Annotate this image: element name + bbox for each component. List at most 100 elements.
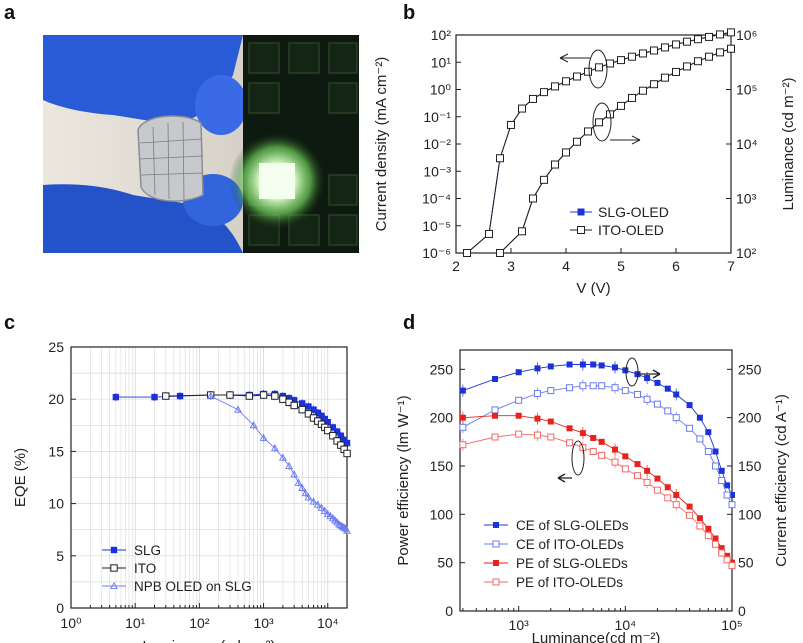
chart-b-xtick-label: 5	[617, 258, 625, 274]
chart-c-ylabel: EQE (%)	[12, 448, 29, 507]
chart-b-xtick-label: 6	[672, 258, 680, 274]
chart-b-point	[507, 120, 515, 129]
chart-b-point	[716, 48, 724, 57]
chart-d-point	[653, 486, 661, 494]
chart-b-right-axis-arrow	[610, 135, 641, 145]
chart-d-point	[654, 379, 661, 386]
chart-b-point	[562, 148, 570, 157]
chart-d-ytick-label: 200	[430, 410, 454, 426]
chart-d-point	[653, 400, 661, 408]
chart-d-point	[644, 375, 651, 382]
chart-b-xlabel: V (V)	[576, 280, 610, 297]
glove-lower-finger	[43, 184, 243, 253]
chart-d-point	[723, 556, 731, 564]
chart-b-point	[496, 154, 504, 163]
chart-d-point	[515, 412, 522, 419]
chart-d-point	[718, 549, 726, 557]
chart-b-point	[584, 127, 592, 136]
chart-d-ytick-label: 250	[430, 361, 454, 377]
chart-c-point	[301, 489, 310, 497]
chart-c-ytick-label: 20	[48, 391, 64, 407]
chart-d-point	[696, 515, 703, 522]
chart-b-point	[683, 37, 691, 46]
chart-d-point	[611, 458, 619, 466]
chart-b-point	[727, 44, 735, 53]
chart-c-ytick-label: 10	[48, 496, 64, 512]
chart-b-legend-label: SLG-OLED	[598, 204, 669, 220]
chart-d-point	[696, 414, 703, 421]
chart-c-point	[290, 401, 298, 410]
chart-c-xtick-label: 10¹	[125, 615, 146, 631]
chart-d-point	[547, 433, 555, 441]
chart-c-xtick-label: 10⁰	[60, 615, 82, 631]
chart-b-legend-marker	[577, 226, 585, 234]
chart-b-point	[595, 63, 603, 72]
chart-b-point	[540, 175, 548, 184]
chart-c-xtick-label: 10³	[253, 615, 274, 631]
chart-d-point	[711, 540, 719, 548]
chart-b-ytick-label: 10¹	[431, 54, 452, 70]
chart-d-point	[705, 525, 712, 532]
chart-d-y2tick-label: 250	[738, 361, 762, 377]
chart-c-point	[298, 405, 306, 414]
chart-d-y2tick-label: 200	[738, 410, 762, 426]
chart-d-point	[664, 385, 671, 392]
chart-c-point	[304, 493, 313, 501]
chart-d-legend-marker	[492, 540, 500, 548]
chart-b-point	[628, 93, 636, 102]
chart-b-point	[672, 67, 680, 76]
chart-c-point	[333, 428, 341, 435]
chart-c-point	[324, 418, 331, 426]
chart-c-frame	[70, 346, 348, 609]
chart-d-y2tick-label: 100	[738, 506, 762, 522]
chart-c-legend-marker	[110, 546, 118, 554]
chart-d-point	[705, 429, 712, 436]
chart-d-point	[704, 532, 712, 540]
chart-d-point	[686, 424, 694, 432]
chart-d-point	[611, 384, 619, 392]
chart-d-point	[728, 501, 736, 509]
chart-d-point	[711, 462, 719, 470]
chart-b-ytick-label: 10⁰	[430, 82, 452, 98]
chart-d-point	[459, 414, 466, 421]
chart-b-point	[694, 57, 702, 66]
chart-b-y2tick-label: 10⁶	[736, 27, 757, 43]
chart-d-point	[672, 501, 680, 509]
chart-d-xlabel: Luminance(cd m⁻²)	[532, 630, 661, 643]
chart-d-point	[579, 382, 587, 390]
chart-c-point	[285, 461, 294, 470]
chart-c-point	[313, 500, 322, 508]
chart-c-point	[279, 395, 287, 403]
chart-c-point	[299, 400, 306, 407]
chart-b-ytick-label: 10⁻⁴	[422, 191, 451, 207]
chart-c-point	[298, 483, 307, 491]
chart-d-point	[459, 441, 467, 449]
chart-c-point	[226, 391, 234, 399]
chart-d-point	[728, 562, 736, 570]
chart-c-point	[305, 403, 312, 410]
chart-b-point	[705, 52, 713, 61]
chart-d-y2tick-label: 150	[738, 458, 762, 474]
chart-b-point	[518, 227, 526, 236]
chart-d-point	[533, 431, 541, 439]
chart-b-legend-label: ITO-OLED	[598, 222, 664, 238]
chart-d-point	[611, 364, 618, 371]
panel-label-b: b	[403, 2, 416, 24]
chart-d-legend-marker	[492, 578, 500, 586]
chart-b-point	[650, 80, 658, 89]
chart-d-y2label: Current efficiency (cd A⁻¹)	[773, 394, 790, 567]
chart-b-ytick-label: 10⁻⁵	[422, 218, 451, 234]
chart-d-point	[491, 433, 499, 441]
chart-d-point	[723, 491, 731, 499]
chart-d-legend-marker	[493, 522, 499, 528]
chart-c-point	[309, 497, 318, 505]
chart-c-point	[318, 412, 325, 420]
chart-b-lv-annotation-ellipse	[592, 102, 612, 142]
chart-b-point	[573, 137, 581, 146]
chart-b-point	[562, 77, 570, 86]
chart-d-point	[633, 390, 641, 398]
chart-b-ytick-label: 10²	[431, 27, 452, 43]
chart-c-legend-label: ITO	[134, 561, 156, 576]
chart-c-point	[314, 409, 322, 416]
chart-d-xtick-label: 10⁵	[721, 617, 742, 633]
